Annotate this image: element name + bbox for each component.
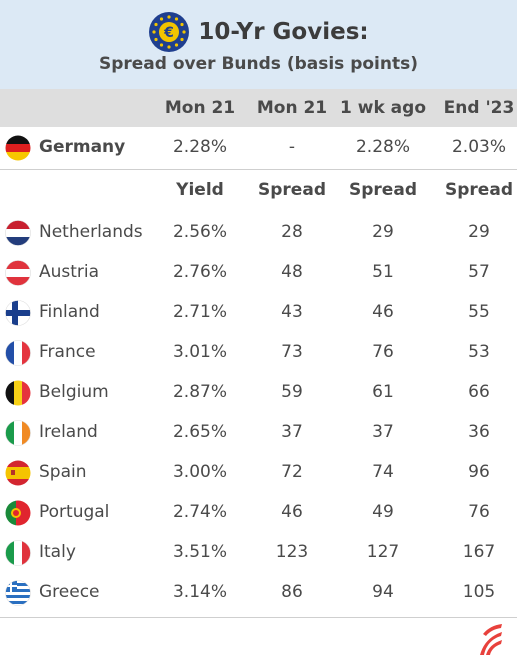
portugal-flag-icon (5, 500, 31, 526)
subheader: Spread (349, 180, 417, 200)
subheader: Yield (176, 180, 224, 200)
country-name: France (39, 342, 96, 362)
france-flag-icon (5, 340, 31, 366)
country-name: Finland (39, 302, 100, 322)
table-row: Spain 3.00% 72 74 96 (0, 452, 517, 492)
spread-value: 28 (281, 222, 303, 242)
yield-value: 2.65% (172, 422, 227, 442)
benchmark-country: Germany (39, 137, 126, 157)
greece-flag-icon (5, 580, 31, 606)
spread-end23-value: 53 (468, 342, 490, 362)
benchmark-value: 2.03% (451, 137, 506, 157)
spread-1wk-value: 94 (372, 582, 394, 602)
table-row: Greece 3.14% 86 94 105 (0, 572, 517, 612)
yield-value: 3.14% (172, 582, 227, 602)
table-row: Portugal 2.74% 46 49 76 (0, 492, 517, 532)
spread-1wk-value: 46 (372, 302, 394, 322)
column-header-row: Mon 21 Mon 21 1 wk ago End '23 (0, 89, 517, 127)
benchmark-value: - (288, 137, 296, 157)
yield-value: 2.56% (172, 222, 227, 242)
spread-end23-value: 55 (468, 302, 490, 322)
table-row: France 3.01% 73 76 53 (0, 332, 517, 372)
subheader: Spread (258, 180, 326, 200)
spread-end23-value: 105 (462, 582, 496, 602)
svg-text:€: € (164, 25, 175, 41)
table-row: Netherlands 2.56% 28 29 29 (0, 212, 517, 252)
divider (0, 617, 517, 618)
table-row: Finland 2.71% 43 46 55 (0, 292, 517, 332)
spread-end23-value: 96 (468, 462, 490, 482)
yield-value: 2.71% (172, 302, 227, 322)
country-name: Netherlands (39, 222, 143, 242)
spread-value: 123 (275, 542, 309, 562)
benchmark-value: 2.28% (355, 137, 410, 157)
spread-value: 86 (281, 582, 303, 602)
austria-flag-icon (5, 260, 31, 286)
spread-1wk-value: 49 (372, 502, 394, 522)
benchmark-value: 2.28% (172, 137, 227, 157)
spread-1wk-value: 37 (372, 422, 394, 442)
column-header: End '23 (443, 98, 515, 118)
spread-end23-value: 36 (468, 422, 490, 442)
table-row: Italy 3.51% 123 127 167 (0, 532, 517, 572)
country-name: Portugal (39, 502, 110, 522)
spread-value: 72 (281, 462, 303, 482)
finland-flag-icon (5, 300, 31, 326)
spread-end23-value: 167 (462, 542, 496, 562)
yield-value: 2.74% (172, 502, 227, 522)
country-name: Ireland (39, 422, 98, 442)
spread-1wk-value: 61 (372, 382, 394, 402)
subheader-row: Yield Spread Spread Spread (0, 170, 517, 210)
header: € 10-Yr Govies: Spread over Bunds (basis… (0, 0, 517, 89)
country-name: Belgium (39, 382, 109, 402)
column-header: Mon 21 (164, 98, 236, 118)
country-name: Spain (39, 462, 87, 482)
spread-1wk-value: 29 (372, 222, 394, 242)
spread-end23-value: 29 (468, 222, 490, 242)
page-title: 10-Yr Govies: (198, 19, 369, 45)
spread-value: 73 (281, 342, 303, 362)
country-name: Italy (39, 542, 76, 562)
yield-value: 3.01% (172, 342, 227, 362)
column-header: Mon 21 (256, 98, 328, 118)
yield-value: 3.51% (172, 542, 227, 562)
spread-value: 59 (281, 382, 303, 402)
yield-value: 2.87% (172, 382, 227, 402)
column-header: 1 wk ago (340, 98, 426, 118)
yield-value: 3.00% (172, 462, 227, 482)
yield-value: 2.76% (172, 262, 227, 282)
spread-value: 46 (281, 502, 303, 522)
spread-value: 43 (281, 302, 303, 322)
spread-value: 37 (281, 422, 303, 442)
subheader: Spread (445, 180, 513, 200)
italy-flag-icon (5, 540, 31, 566)
table-row: Belgium 2.87% 59 61 66 (0, 372, 517, 412)
spread-value: 48 (281, 262, 303, 282)
brand-logo-icon (480, 624, 502, 655)
spread-1wk-value: 127 (366, 542, 400, 562)
benchmark-row: Germany 2.28% - 2.28% 2.03% (0, 127, 517, 167)
spread-1wk-value: 76 (372, 342, 394, 362)
country-name: Austria (39, 262, 100, 282)
page-subtitle: Spread over Bunds (basis points) (98, 54, 419, 74)
spread-end23-value: 66 (468, 382, 490, 402)
belgium-flag-icon (5, 380, 31, 406)
euro-logo-icon: € (149, 12, 190, 52)
spread-1wk-value: 74 (372, 462, 394, 482)
country-name: Greece (39, 582, 100, 602)
spread-end23-value: 76 (468, 502, 490, 522)
spain-flag-icon (5, 460, 31, 486)
table-row: Austria 2.76% 48 51 57 (0, 252, 517, 292)
germany-flag-icon (5, 135, 31, 161)
divider (0, 169, 517, 170)
table-row: Ireland 2.65% 37 37 36 (0, 412, 517, 452)
spread-end23-value: 57 (468, 262, 490, 282)
spread-1wk-value: 51 (372, 262, 394, 282)
ireland-flag-icon (5, 420, 31, 446)
netherlands-flag-icon (5, 220, 31, 246)
title-row: € 10-Yr Govies: (0, 10, 517, 54)
